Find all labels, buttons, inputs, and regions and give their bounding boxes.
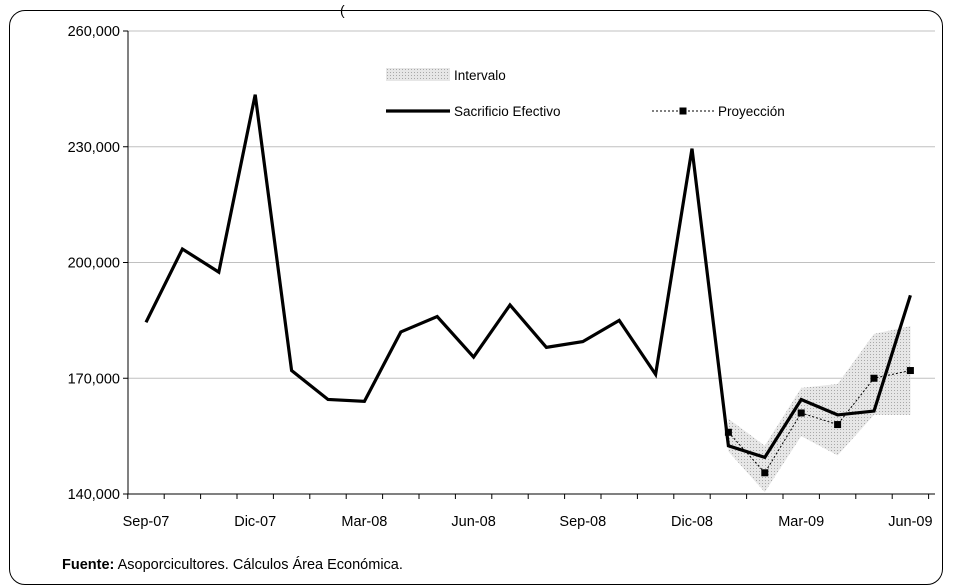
x-tick-label: Sep-08	[559, 514, 606, 530]
x-tick-label: Jun-09	[888, 514, 932, 530]
legend-marker-proyeccion	[679, 107, 687, 115]
x-tick-label: Dic-08	[671, 514, 713, 530]
legend-swatch-intervalo	[386, 68, 450, 81]
proyeccion-point	[834, 421, 842, 429]
legend-label-intervalo: Intervalo	[454, 68, 506, 83]
x-tick-label: Sep-07	[123, 514, 170, 530]
series-line-proyeccion	[728, 370, 911, 474]
proyeccion-point	[724, 428, 732, 436]
axes: 140,000 170,000 200,000 230,000 260,000 Sep-0…	[68, 24, 935, 530]
y-tick-label: 170,000	[68, 371, 120, 387]
source-label: Fuente:	[62, 557, 115, 573]
source-note: Fuente: Asoporcicultores. Cálculos Área …	[62, 557, 403, 573]
proyeccion-point	[761, 469, 769, 477]
source-text: Asoporcicultores. Cálculos Área Económic…	[117, 557, 403, 573]
gridlines	[128, 30, 935, 379]
top-clipped-text: (	[340, 2, 345, 18]
proyeccion-point	[797, 409, 805, 417]
y-tick-label: 230,000	[68, 140, 120, 156]
series-layer	[144, 94, 914, 477]
x-tick-label: Mar-09	[778, 514, 824, 530]
x-tick-label: Mar-08	[341, 514, 387, 530]
interval-band	[728, 326, 911, 493]
proyeccion-point	[870, 374, 878, 382]
interval-band-layer	[728, 326, 911, 493]
legend-label-sacrificio-efectivo: Sacrificio Efectivo	[454, 104, 561, 119]
proyeccion-point	[906, 367, 914, 375]
x-tick-label: Jun-08	[451, 514, 495, 530]
legend-label-proyeccion: Proyección	[718, 104, 785, 119]
series-line-sacrificio-efectivo	[144, 94, 912, 460]
y-tick-label: 140,000	[68, 487, 120, 503]
legend: Intervalo Sacrificio Efectivo Proyección	[386, 68, 785, 119]
x-tick-label: Dic-07	[234, 514, 276, 530]
y-tick-label: 200,000	[68, 256, 120, 272]
y-tick-label: 260,000	[68, 24, 120, 40]
